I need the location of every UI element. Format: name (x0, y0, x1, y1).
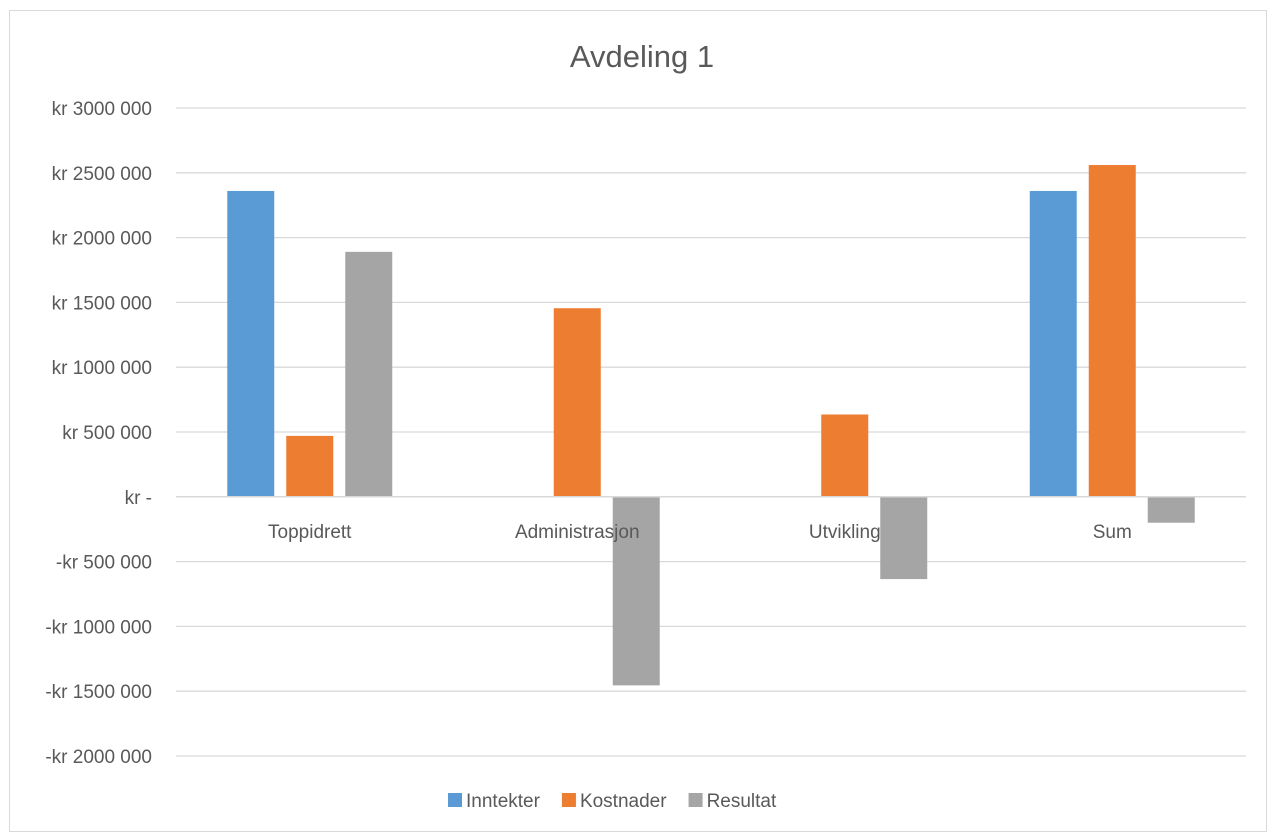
category-labels: Toppidrett Administrasjon Utvikling Sum (268, 522, 1132, 543)
category-label: Sum (1093, 522, 1132, 543)
legend-swatch-inntekter (448, 793, 462, 807)
category-label: Utvikling (809, 522, 881, 543)
y-tick-label: -kr 1500 000 (45, 682, 152, 703)
y-tick-label: kr 1500 000 (52, 293, 152, 314)
category-label: Administrasjon (515, 522, 640, 543)
y-tick-label: kr - (125, 488, 152, 509)
y-tick-label: kr 2500 000 (52, 164, 152, 185)
legend-label: Kostnader (580, 791, 667, 812)
bar-kostnader-utvikling (821, 414, 869, 497)
legend-swatch-resultat (688, 793, 703, 807)
category-label: Toppidrett (268, 522, 352, 543)
y-tick-label: kr 500 000 (62, 423, 152, 444)
legend-swatch-kostnader (561, 793, 576, 807)
bar-kostnader-toppidrett (286, 435, 334, 497)
bar-inntekter-sum (1029, 190, 1077, 497)
legend: Inntekter Kostnader Resultat (448, 791, 777, 812)
bar-resultat-sum (1147, 496, 1195, 523)
chart-title: Avdeling 1 (570, 39, 714, 74)
bar-chart: Avdeling 1 kr 3000 000 kr 2500 000 kr 2000… (45, 39, 1246, 812)
y-tick-label: -kr 2000 000 (45, 747, 152, 768)
y-tick-label: -kr 500 000 (56, 553, 152, 574)
legend-label: Resultat (707, 791, 777, 812)
chart-frame: Avdeling 1 kr 3000 000 kr 2500 000 kr 2000… (9, 10, 1267, 832)
y-tick-label: -kr 1000 000 (45, 617, 152, 638)
bars (227, 165, 1195, 686)
y-tick-label: kr 2000 000 (52, 229, 152, 250)
bar-kostnader-administrasjon (553, 308, 601, 497)
bar-resultat-utvikling (880, 496, 928, 580)
legend-label: Inntekter (466, 791, 541, 812)
y-tick-label: kr 3000 000 (52, 99, 152, 120)
bar-inntekter-toppidrett (227, 190, 275, 497)
y-tick-label: kr 1000 000 (52, 358, 152, 379)
gridlines (176, 107, 1246, 757)
y-axis-tick-labels: kr 3000 000 kr 2500 000 kr 2000 000 kr 1500… (45, 99, 152, 768)
bar-resultat-toppidrett (345, 251, 393, 497)
bar-kostnader-sum (1088, 165, 1136, 497)
bar-resultat-administrasjon (612, 496, 660, 686)
